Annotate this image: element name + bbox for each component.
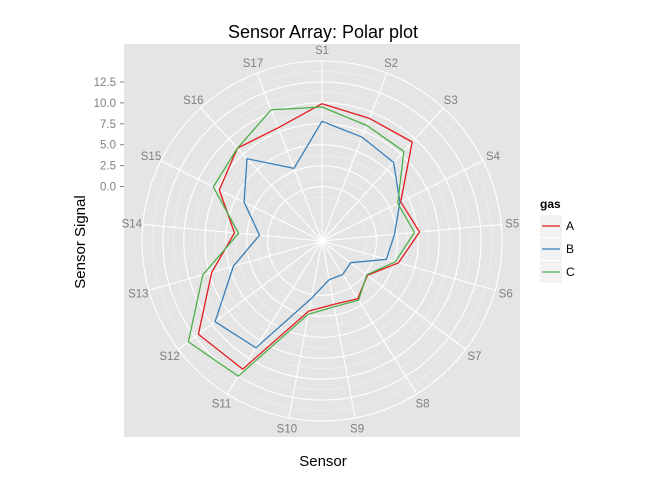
category-label: S17: [243, 58, 263, 70]
grid-spoke: [148, 240, 323, 291]
category-label: S3: [444, 95, 458, 107]
grid-spoke: [200, 107, 323, 242]
category-label: S7: [467, 351, 481, 363]
category-label: S15: [141, 151, 161, 163]
legend-title: gas: [540, 197, 561, 211]
x-axis-title: Sensor: [299, 453, 347, 470]
grid-spoke: [321, 72, 388, 242]
r-tick-label: 5.0: [100, 140, 116, 152]
category-label: S11: [212, 398, 232, 410]
legend-label: C: [566, 265, 575, 279]
category-label: S16: [183, 95, 203, 107]
r-tick-label: 0.0: [100, 182, 116, 194]
y-axis-title: Sensor Signal: [72, 195, 89, 288]
chart-title: Sensor Array: Polar plot: [228, 22, 418, 42]
series-lines: [187, 103, 421, 377]
grid-spoke: [321, 223, 502, 242]
r-tick-label: 10.0: [94, 98, 116, 110]
grid-spoke: [288, 240, 323, 419]
grid-spoke: [321, 240, 356, 419]
grid-spoke: [256, 72, 323, 242]
grid-spoke: [178, 240, 323, 350]
category-labels: S1 S2 S3 S4 S5 S6 S7 S8 S9 S10 S11 S12 S13 S14 S15 S16 S…: [122, 45, 520, 436]
category-label: S2: [384, 58, 398, 70]
angular-gridlines: [142, 61, 502, 419]
category-label: S9: [350, 424, 364, 436]
legend-label: B: [566, 242, 574, 256]
category-label: S4: [486, 151, 501, 163]
legend-label: A: [566, 219, 574, 233]
category-label: S13: [128, 288, 148, 300]
category-label: S10: [277, 424, 297, 436]
grid-spoke: [321, 160, 484, 242]
category-label: S14: [122, 218, 143, 230]
category-label: S5: [505, 218, 519, 230]
category-label: S1: [315, 45, 329, 57]
category-label: S8: [415, 398, 429, 410]
grid-spoke: [321, 240, 418, 395]
category-label: S6: [499, 288, 513, 300]
series-line-C: [187, 106, 416, 377]
legend: gas ABC: [540, 197, 575, 283]
grid-spoke: [160, 160, 323, 242]
r-tick-label: 12.5: [94, 77, 116, 89]
grid-spoke: [142, 223, 323, 242]
grid-spoke: [321, 240, 466, 350]
r-tick-label: 7.5: [100, 119, 116, 131]
r-tick-label: 2.5: [100, 161, 116, 173]
grid-spoke: [321, 240, 496, 291]
grid-spoke: [321, 107, 444, 242]
category-label: S12: [159, 351, 179, 363]
radial-axis: 0.0 2.5 5.0 7.5 10.0 12.5: [94, 77, 124, 194]
series-line-A: [197, 103, 421, 370]
